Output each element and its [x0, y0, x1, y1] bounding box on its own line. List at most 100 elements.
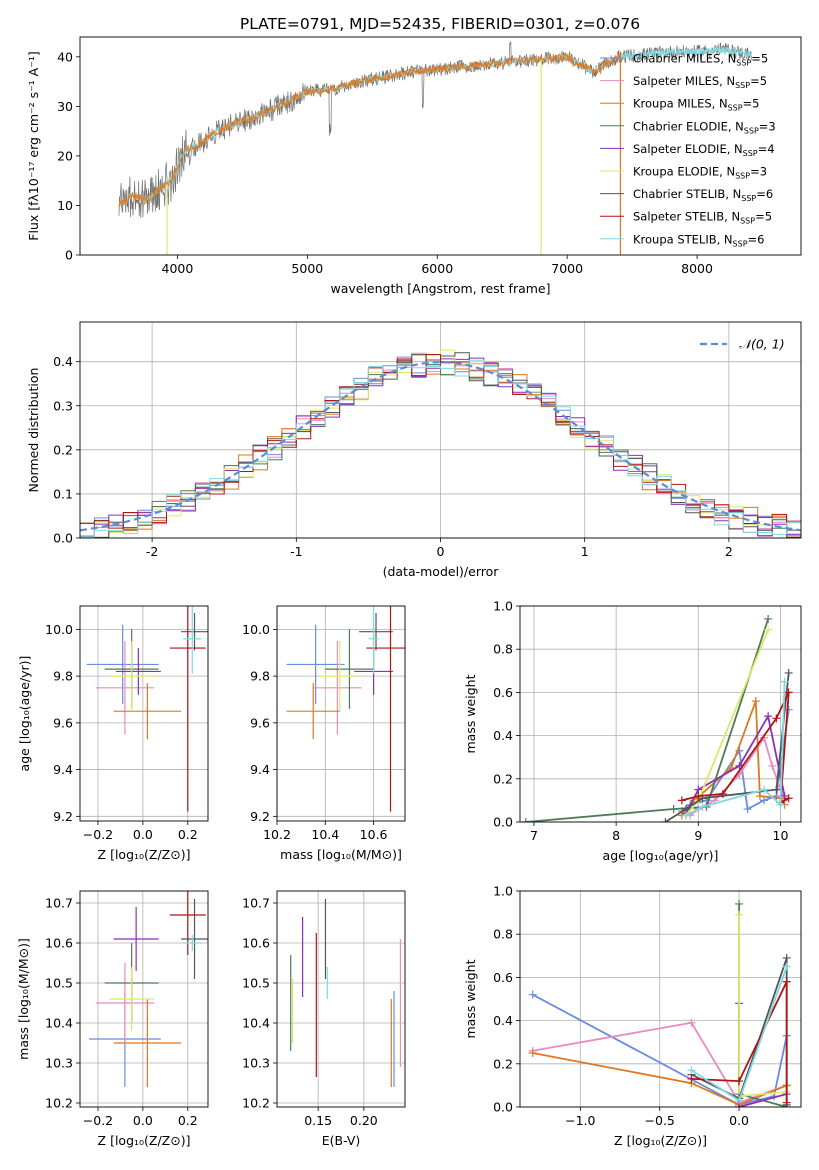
z_age-xtick-label-1: 0.0 — [133, 827, 153, 842]
age_weight-marker-chabrier_miles-5 — [760, 796, 769, 805]
z_age-panel: −0.2 0.0 0.2 9.2 9.4 9.6 9.8 10.0 Z [log₁₀(Z/Z⊙)… — [17, 605, 209, 862]
residuals-ytick-label-4: 0.4 — [53, 354, 73, 369]
age_weight-marker-kroupa_stelib-3 — [776, 800, 785, 809]
spectrum-xtick-label-2: 6000 — [421, 261, 453, 276]
age_weight-marker-salpeter_stelib-3 — [772, 714, 781, 723]
age_weight-marker-salpeter_stelib-6 — [784, 794, 793, 803]
z_weight-series-kroupa_miles — [532, 1052, 788, 1106]
legend-entry-0: Chabrier MILES, NSSP=5 — [633, 52, 768, 68]
legend-entry-4: Salpeter ELODIE, NSSP=4 — [633, 142, 775, 158]
z_weight-xtick-label-1: −0.5 — [645, 1113, 675, 1128]
residuals-ytick-label-1: 0.1 — [53, 486, 73, 501]
z_weight-marker-kroupa_elodie-0 — [735, 910, 744, 919]
spectrum-legend: Chabrier MILES, NSSP=5 Salpeter MILES, NS… — [600, 52, 776, 248]
z_age-ytick-label-2: 9.6 — [53, 715, 73, 730]
z_weight-marker-salpeter_stelib-1 — [735, 1077, 744, 1086]
age_weight-xtick-label-3: 10 — [773, 828, 789, 843]
z_weight-panel: −1.0 −0.5 0.0 0.0 0.2 0.4 0.6 0.8 1.0 Z [log₁₀(Z/… — [463, 884, 802, 1148]
mass_age-frame — [276, 605, 406, 822]
z_mass-xtick-label-0: −0.2 — [83, 1113, 113, 1128]
z_age-ytick-label-4: 10.0 — [45, 622, 73, 637]
z_weight-marker-kroupa_stelib-1 — [735, 1096, 744, 1105]
age_weight-panel: 7 8 9 10 0.0 0.2 0.4 0.6 0.8 1.0 age [log₁₀(age/yr… — [463, 599, 802, 863]
ebv_mass-xtick-label-1: 0.20 — [350, 1113, 378, 1128]
ebv_mass-ytick-label-3: 10.5 — [242, 976, 270, 991]
spectrum-model-line — [118, 45, 752, 208]
z_mass-xlabel: Z [log₁₀(Z/Z⊙)] — [98, 1133, 191, 1148]
z_weight-xtick-label-0: −1.0 — [565, 1113, 595, 1128]
figure-title: PLATE=0791, MJD=52435, FIBERID=0301, z=0… — [240, 15, 640, 33]
normal-curve — [80, 360, 801, 532]
ebv_mass-ytick-label-4: 10.6 — [242, 936, 270, 951]
ebv_mass-plot-area — [290, 899, 402, 1087]
z_age-frame — [79, 605, 209, 822]
age_weight-marker-chabrier_stelib-4 — [784, 668, 793, 677]
z_weight-ytick-label-0: 0.0 — [493, 1100, 513, 1115]
age_weight-marker-salpeter_elodie-3 — [764, 712, 773, 721]
mass_age-ytick-label-3: 9.8 — [250, 669, 270, 684]
spectrum-ytick-label-3: 30 — [57, 99, 73, 114]
spectrum-panel: 4000 5000 6000 7000 8000 0 10 20 30 40 wavelength … — [26, 36, 802, 296]
spectrum-plot-area — [118, 41, 752, 255]
age_weight-marker-chabrier_elodie-1 — [669, 805, 678, 814]
age_weight-series-chabrier_elodie — [525, 618, 769, 822]
z_weight-xlabel: Z [log₁₀(Z/Z⊙)] — [614, 1133, 707, 1148]
z_weight-xtick-label-2: 0.0 — [729, 1113, 749, 1128]
ebv_mass-ytick-label-2: 10.4 — [242, 1016, 270, 1031]
mass_age-plot-area — [286, 606, 405, 812]
age_weight-marker-chabrier_elodie-3 — [764, 614, 773, 623]
mass_age-xtick-label-0: 10.2 — [263, 827, 291, 842]
residuals-xlabel: (data-model)/error — [383, 564, 500, 579]
age_weight-marker-kroupa_elodie-2 — [764, 625, 773, 634]
z_age-xtick-label-2: 0.2 — [178, 827, 198, 842]
residuals-ytick-label-2: 0.2 — [53, 442, 73, 457]
z_weight-marker-chabrier_elodie-0 — [735, 899, 744, 908]
spectrum-xtick-label-0: 4000 — [162, 261, 194, 276]
hist-kroupa_stelib — [80, 359, 801, 538]
z_weight-frame — [519, 890, 802, 1108]
age_weight-xtick-label-0: 7 — [530, 828, 538, 843]
z_weight-ytick-label-3: 0.6 — [493, 970, 513, 985]
z_mass-ytick-label-5: 10.7 — [45, 896, 73, 911]
age_weight-frame — [519, 605, 802, 823]
age_weight-ytick-label-2: 0.4 — [493, 728, 513, 743]
age_weight-marker-chabrier_elodie-0 — [521, 818, 530, 822]
z_mass-frame — [79, 890, 209, 1108]
age_weight-marker-chabrier_stelib-0 — [661, 818, 670, 822]
residuals-panel: -2 -1 0 1 2 0.0 0.1 0.2 0.3 0.4 (data-model)/error… — [26, 321, 802, 579]
z_mass-ytick-label-0: 10.2 — [45, 1096, 73, 1111]
age_weight-marker-kroupa_stelib-1 — [698, 802, 707, 811]
legend-entry-2: Kroupa MILES, NSSP=5 — [633, 97, 759, 113]
z_weight-marker-chabrier_stelib-2 — [782, 953, 791, 962]
ebv_mass-frame — [276, 890, 406, 1108]
residuals-xtick-label-0: -2 — [146, 544, 158, 559]
ebv_mass-ytick-label-5: 10.7 — [242, 896, 270, 911]
mass_age-panel: 10.2 10.4 10.6 9.2 9.4 9.6 9.8 10.0 mass [log₁₀(… — [242, 605, 406, 862]
z_age-xtick-label-0: −0.2 — [83, 827, 113, 842]
z_weight-grid — [520, 890, 801, 1108]
z_weight-ytick-label-4: 0.8 — [493, 927, 513, 942]
spectrum-xtick-label-4: 8000 — [681, 261, 713, 276]
z_mass-ytick-label-4: 10.6 — [45, 936, 73, 951]
z_mass-ytick-label-2: 10.4 — [45, 1016, 73, 1031]
age_weight-marker-chabrier_miles-7 — [784, 705, 793, 714]
z_weight-marker-kroupa_stelib-0 — [687, 1066, 696, 1075]
z_mass-ytick-label-1: 10.3 — [45, 1056, 73, 1071]
age_weight-ytick-label-1: 0.2 — [493, 771, 513, 786]
age_weight-marker-kroupa_stelib-4 — [780, 677, 789, 686]
spectrum-xtick-label-1: 5000 — [291, 261, 323, 276]
age_weight-plot-area — [521, 614, 793, 822]
legend-normal-label: 𝒩(0, 1) — [739, 337, 785, 352]
z_mass-panel: −0.2 0.0 0.2 10.2 10.3 10.4 10.5 10.6 10.7 Z [log… — [16, 890, 209, 1148]
spectrum-ytick-label-2: 20 — [57, 148, 73, 163]
z_weight-marker-salpeter_miles-1 — [687, 1018, 696, 1027]
z_weight-marker-salpeter_stelib-3 — [782, 1098, 791, 1107]
legend-entry-5: Kroupa ELODIE, NSSP=3 — [633, 165, 767, 181]
mass_age-ytick-label-2: 9.6 — [250, 715, 270, 730]
mass_age-ytick-label-1: 9.4 — [250, 762, 270, 777]
age_weight-xtick-label-1: 8 — [612, 828, 620, 843]
ebv_mass-grid — [277, 891, 405, 1107]
residuals-xtick-label-3: 1 — [581, 544, 589, 559]
z_weight-marker-chabrier_miles-0 — [528, 990, 537, 999]
z_weight-ytick-label-5: 1.0 — [493, 884, 513, 899]
